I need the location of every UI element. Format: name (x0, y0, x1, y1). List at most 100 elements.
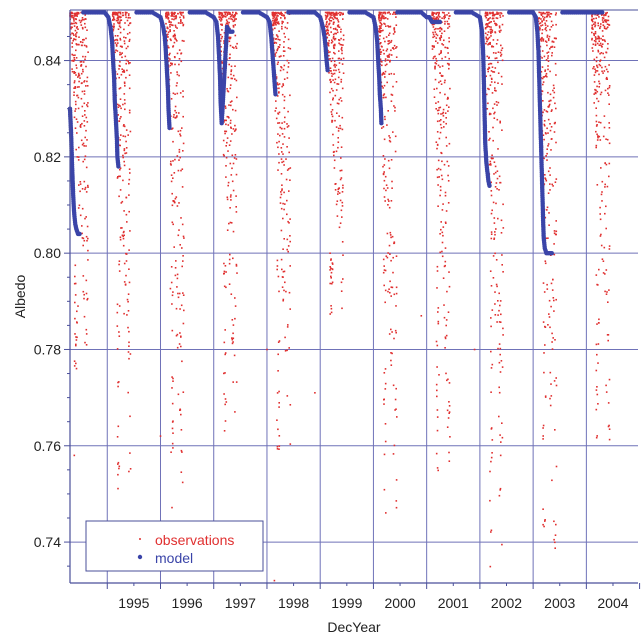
observation-point (75, 344, 77, 347)
observation-point (231, 337, 233, 339)
observation-point (277, 61, 279, 64)
observation-point (119, 139, 121, 141)
observation-point (230, 73, 232, 76)
observation-point (232, 15, 234, 17)
observation-point (326, 20, 328, 23)
observation-point (180, 20, 182, 22)
observation-point (329, 67, 332, 69)
observation-point (166, 14, 169, 17)
observation-point (445, 334, 448, 337)
observation-point (608, 142, 611, 145)
observation-point (231, 167, 233, 170)
observation-point (337, 76, 340, 79)
observation-point (327, 51, 330, 54)
observation-point (498, 494, 501, 497)
observation-point (330, 72, 333, 75)
observation-point (118, 263, 120, 266)
observation-point (273, 42, 275, 44)
observation-point (128, 178, 131, 181)
observation-point (334, 17, 337, 19)
observation-point (178, 151, 181, 153)
observation-point (289, 308, 291, 310)
observation-point (393, 105, 395, 107)
observation-point (287, 38, 290, 41)
observation-point (325, 18, 327, 20)
observation-point (493, 117, 496, 119)
observation-point (547, 38, 550, 40)
observation-point (604, 40, 606, 43)
observation-point (226, 14, 228, 17)
observation-point (224, 105, 227, 108)
observation-point (337, 146, 339, 149)
observation-point (395, 479, 398, 481)
observation-point (118, 175, 120, 178)
observation-point (491, 154, 493, 157)
observation-point (314, 392, 316, 394)
observation-point (180, 60, 183, 63)
observation-point (604, 20, 607, 23)
observation-point (555, 523, 557, 526)
observation-point (128, 13, 130, 15)
observation-point (278, 92, 280, 94)
observation-point (179, 135, 182, 137)
observation-point (282, 68, 285, 71)
observation-point (542, 111, 544, 114)
observation-point (604, 89, 607, 92)
observation-point (169, 24, 171, 26)
observation-point (178, 112, 180, 114)
observation-point (224, 353, 226, 356)
observation-point (76, 310, 78, 313)
observation-point (177, 393, 180, 396)
observation-point (591, 15, 593, 18)
observation-point (73, 360, 76, 362)
observation-point (123, 125, 126, 128)
observation-point (123, 149, 126, 152)
observation-point (171, 192, 173, 195)
observation-point (488, 18, 490, 20)
observation-point (390, 93, 393, 96)
observation-point (337, 193, 339, 195)
observation-point (128, 31, 131, 34)
observation-point (595, 70, 597, 72)
observation-point (553, 122, 556, 125)
observation-point (489, 113, 492, 115)
observation-point (129, 22, 131, 25)
observation-point (277, 353, 279, 356)
observation-point (544, 177, 546, 179)
observation-point (341, 307, 343, 310)
observation-point (541, 57, 543, 59)
observation-point (326, 28, 329, 30)
observation-point (546, 52, 548, 54)
observation-point (493, 238, 495, 240)
observation-point (272, 14, 275, 16)
observation-point (388, 73, 390, 75)
observation-point (335, 14, 338, 16)
observation-point (543, 16, 546, 19)
observation-point (435, 33, 438, 35)
observation-point (230, 194, 232, 196)
observation-point (128, 87, 131, 90)
observation-point (78, 19, 81, 22)
observation-point (119, 37, 121, 40)
observation-point (544, 12, 546, 15)
observation-point (179, 308, 181, 310)
legend-model-marker (137, 554, 143, 560)
observation-point (603, 70, 606, 72)
observation-point (386, 124, 388, 126)
observation-point (282, 270, 285, 273)
observation-point (487, 13, 489, 15)
observation-point (173, 30, 175, 32)
observation-point (171, 128, 173, 130)
observation-point (337, 127, 340, 130)
observation-point (223, 430, 226, 432)
observation-point (386, 63, 388, 66)
observation-point (388, 32, 391, 35)
observation-point (542, 76, 545, 78)
observation-point (280, 127, 283, 130)
observation-point (331, 268, 334, 270)
observation-point (339, 127, 342, 130)
observation-point (551, 348, 554, 350)
observation-point (552, 185, 554, 187)
observation-point (553, 299, 555, 302)
observation-point (326, 12, 328, 14)
